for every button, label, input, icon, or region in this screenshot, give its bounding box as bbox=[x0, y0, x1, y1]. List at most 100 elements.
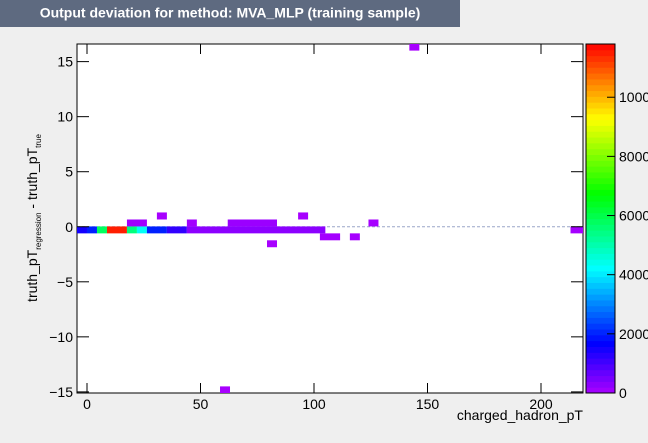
colorbar-step bbox=[586, 218, 615, 225]
colorbar-step bbox=[586, 241, 615, 249]
colorbar-step bbox=[586, 387, 615, 394]
colorbar-step bbox=[586, 90, 615, 97]
colorbar-step bbox=[586, 317, 615, 324]
colorbar-step bbox=[586, 84, 615, 92]
title-box bbox=[0, 0, 460, 27]
colorbar-step bbox=[586, 334, 615, 342]
x-axis-label: charged_hadron_pT bbox=[457, 407, 584, 423]
chart-title: Output deviation for method: MVA_MLP (tr… bbox=[40, 5, 421, 21]
colorbar-step bbox=[586, 282, 615, 289]
colorbar-step bbox=[586, 340, 615, 347]
colorbar-step bbox=[586, 265, 615, 272]
y-label-part: - truth_pT bbox=[24, 147, 40, 212]
z-tick-label: 4000 bbox=[619, 267, 648, 283]
y-axis-label: truth_pTregression - truth_pTtrue bbox=[24, 134, 43, 302]
colorbar-step bbox=[586, 288, 615, 295]
colorbar-step bbox=[586, 102, 615, 109]
colorbar-step bbox=[586, 305, 615, 313]
heatmap-cell bbox=[146, 226, 167, 234]
x-tick-label: 200 bbox=[529, 396, 553, 412]
colorbar-step bbox=[586, 49, 615, 57]
y-tick-label: 15 bbox=[57, 54, 73, 70]
heatmap-cell bbox=[156, 212, 167, 220]
y-tick-label: 5 bbox=[65, 164, 73, 180]
heatmap-cell bbox=[267, 240, 277, 248]
z-tick-label: 0 bbox=[619, 385, 627, 401]
heatmap-cell bbox=[349, 233, 360, 241]
colorbar-step bbox=[586, 195, 615, 202]
y-label-sub: true bbox=[34, 134, 43, 148]
colorbar-step bbox=[586, 375, 615, 382]
colorbar-step bbox=[586, 67, 615, 74]
y-label-part: truth_pT bbox=[24, 249, 40, 302]
colorbar-step bbox=[586, 171, 615, 179]
colorbar-step bbox=[586, 113, 615, 121]
heatmap-cell bbox=[220, 386, 231, 393]
colorbar-step bbox=[586, 55, 615, 62]
z-tick-label: 8000 bbox=[619, 148, 648, 164]
z-tick-label: 2000 bbox=[619, 326, 648, 342]
colorbar-step bbox=[586, 177, 615, 185]
heatmap-cell bbox=[77, 226, 87, 234]
colorbar-step bbox=[586, 381, 615, 388]
heatmap-cell bbox=[106, 226, 127, 234]
colorbar-frame bbox=[585, 43, 616, 394]
colorbar-step bbox=[586, 369, 615, 377]
colorbar-step bbox=[586, 352, 615, 359]
heatmap-cell bbox=[570, 226, 583, 234]
heatmap-cell bbox=[86, 226, 97, 234]
heatmap-cell bbox=[136, 226, 147, 234]
colorbar-step bbox=[586, 212, 615, 219]
y-tick-label: 10 bbox=[57, 109, 73, 125]
heatmap-cell bbox=[166, 226, 187, 234]
colorbar-step bbox=[586, 206, 615, 214]
heatmap-cell bbox=[368, 219, 379, 227]
colorbar-step bbox=[586, 148, 615, 156]
colorbar-step bbox=[586, 131, 615, 138]
plot-frame bbox=[76, 43, 584, 394]
colorbar-step bbox=[586, 323, 615, 330]
colorbar-step bbox=[586, 107, 615, 115]
colorbar-step bbox=[586, 119, 615, 126]
heatmap-cell bbox=[186, 219, 197, 227]
colorbar-step bbox=[586, 142, 615, 150]
colorbar-step bbox=[586, 329, 615, 336]
colorbar-step bbox=[586, 61, 615, 68]
heatmap-cell bbox=[126, 219, 147, 227]
colorbar-step bbox=[586, 96, 615, 103]
y-tick-label: −10 bbox=[49, 329, 73, 345]
heatmap-cell bbox=[319, 233, 341, 241]
colorbar-step bbox=[586, 183, 615, 190]
colorbar-step bbox=[586, 224, 615, 231]
colorbar-step bbox=[586, 253, 615, 260]
colorbar-step bbox=[586, 160, 615, 167]
colorbar-step bbox=[586, 259, 615, 266]
heatmap-cell bbox=[227, 219, 277, 227]
colorbar-step bbox=[586, 363, 615, 371]
colorbar-step bbox=[586, 125, 615, 132]
colorbar-step bbox=[586, 201, 615, 208]
z-tick-label: 10000 bbox=[619, 89, 648, 105]
x-tick-label: 150 bbox=[416, 396, 440, 412]
x-tick-label: 50 bbox=[193, 396, 209, 412]
heatmap-cell bbox=[298, 212, 309, 220]
z-tick-label: 6000 bbox=[619, 208, 648, 224]
heatmap-cell bbox=[409, 44, 420, 51]
colorbar-step bbox=[586, 230, 615, 237]
colorbar-step bbox=[586, 235, 615, 243]
colorbar-step bbox=[586, 73, 615, 80]
colorbar-step bbox=[586, 78, 615, 86]
colorbar-step bbox=[586, 358, 615, 365]
colorbar-step bbox=[586, 189, 615, 196]
heatmap-cell bbox=[186, 226, 326, 234]
colorbar-step bbox=[586, 276, 615, 283]
colorbar-step bbox=[586, 346, 615, 353]
x-tick-label: 100 bbox=[302, 396, 326, 412]
y-tick-label: 0 bbox=[65, 219, 73, 235]
colorbar-step bbox=[586, 154, 615, 161]
colorbar-step bbox=[586, 294, 615, 301]
y-tick-label: −5 bbox=[57, 274, 73, 290]
y-label-sub: regression bbox=[34, 212, 43, 249]
